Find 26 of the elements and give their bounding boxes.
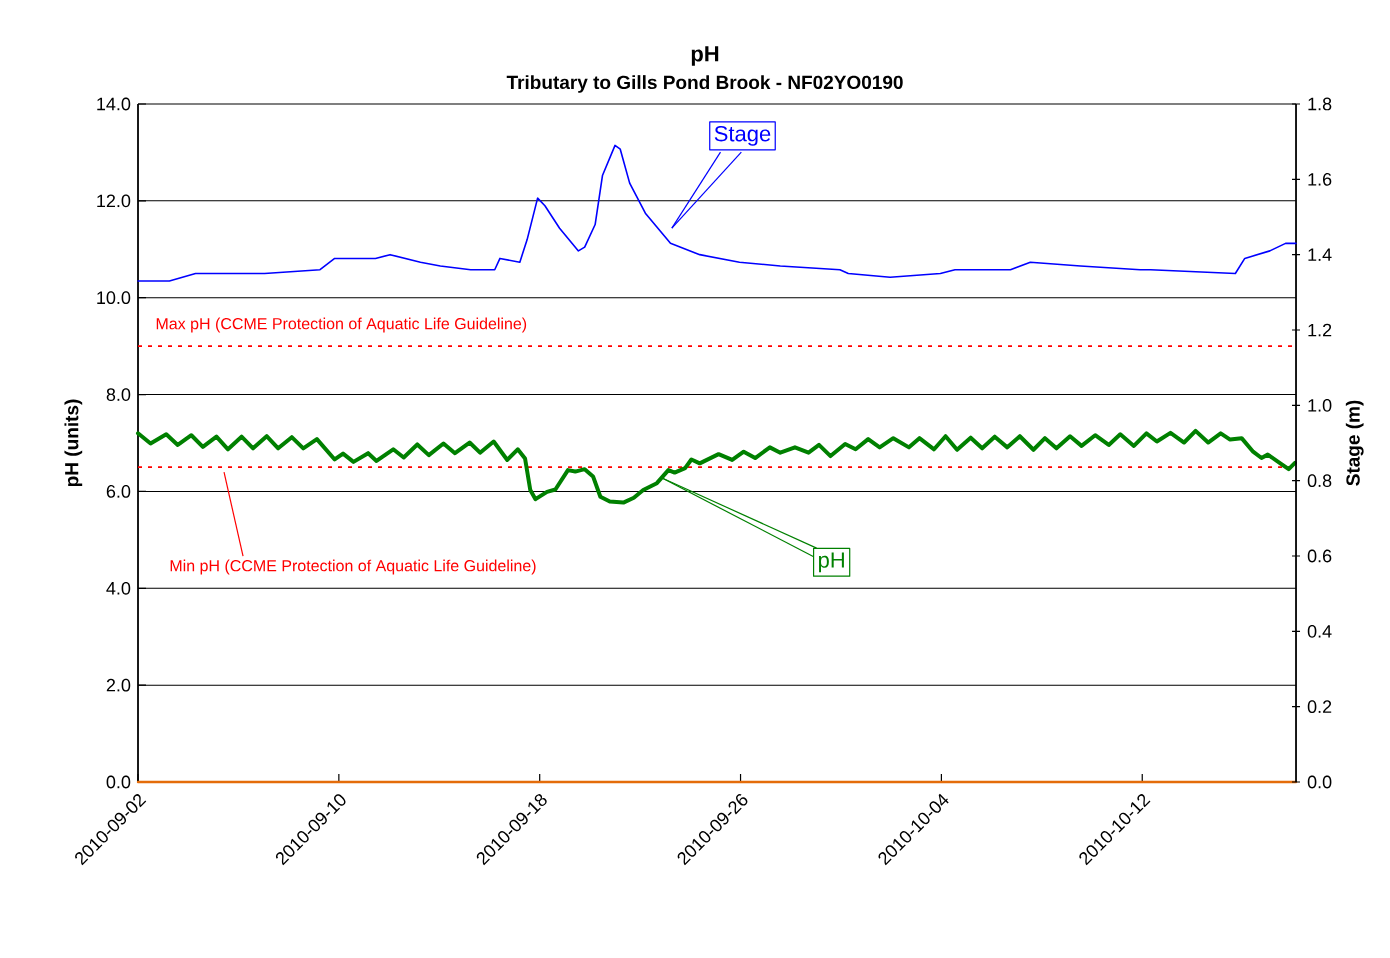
- y-tick-label: 2.0: [106, 678, 131, 692]
- ref-line-label: Max pH (CCME Protection of Aquatic Life Guideline): [156, 317, 527, 333]
- ref-line-label: Min pH (CCME Protection of Aquatic Life Guideline): [170, 559, 536, 575]
- y2-tick-label: 0.4: [1307, 624, 1332, 638]
- y-tick-label: 6.0: [106, 485, 131, 498]
- y-tick-label: 10.0: [97, 291, 131, 305]
- y2-tick-label: 1.2: [1308, 323, 1332, 337]
- y2-axis-title: Stage (m): [1345, 400, 1364, 486]
- y-tick-label: 14.0: [97, 97, 131, 111]
- y-tick-label: 12.0: [97, 194, 131, 208]
- text: Stage: [714, 125, 771, 146]
- y2-tick-label: 1.6: [1308, 172, 1332, 186]
- y2-tick-label: 1.8: [1308, 97, 1332, 111]
- y-tick-label: 4.0: [106, 581, 131, 595]
- y-tick-label: 0.0: [106, 775, 131, 789]
- text: pH: [819, 552, 844, 573]
- chart-subtitle: Tributary to Gills Pond Brook - NF02YO0190: [506, 75, 903, 93]
- y2-tick-label: 0.2: [1307, 700, 1332, 714]
- y-tick-label: 8.0: [106, 388, 131, 401]
- y2-tick-label: 0.6: [1307, 549, 1332, 563]
- y2-tick-label: 0.8: [1307, 474, 1332, 488]
- chart-title: pH: [691, 46, 719, 66]
- y2-tick-label: 1.4: [1308, 248, 1332, 261]
- y2-tick-label: 1.0: [1308, 398, 1332, 412]
- y2-tick-label: 0.0: [1307, 775, 1332, 789]
- y-axis-title: pH (units): [64, 399, 83, 487]
